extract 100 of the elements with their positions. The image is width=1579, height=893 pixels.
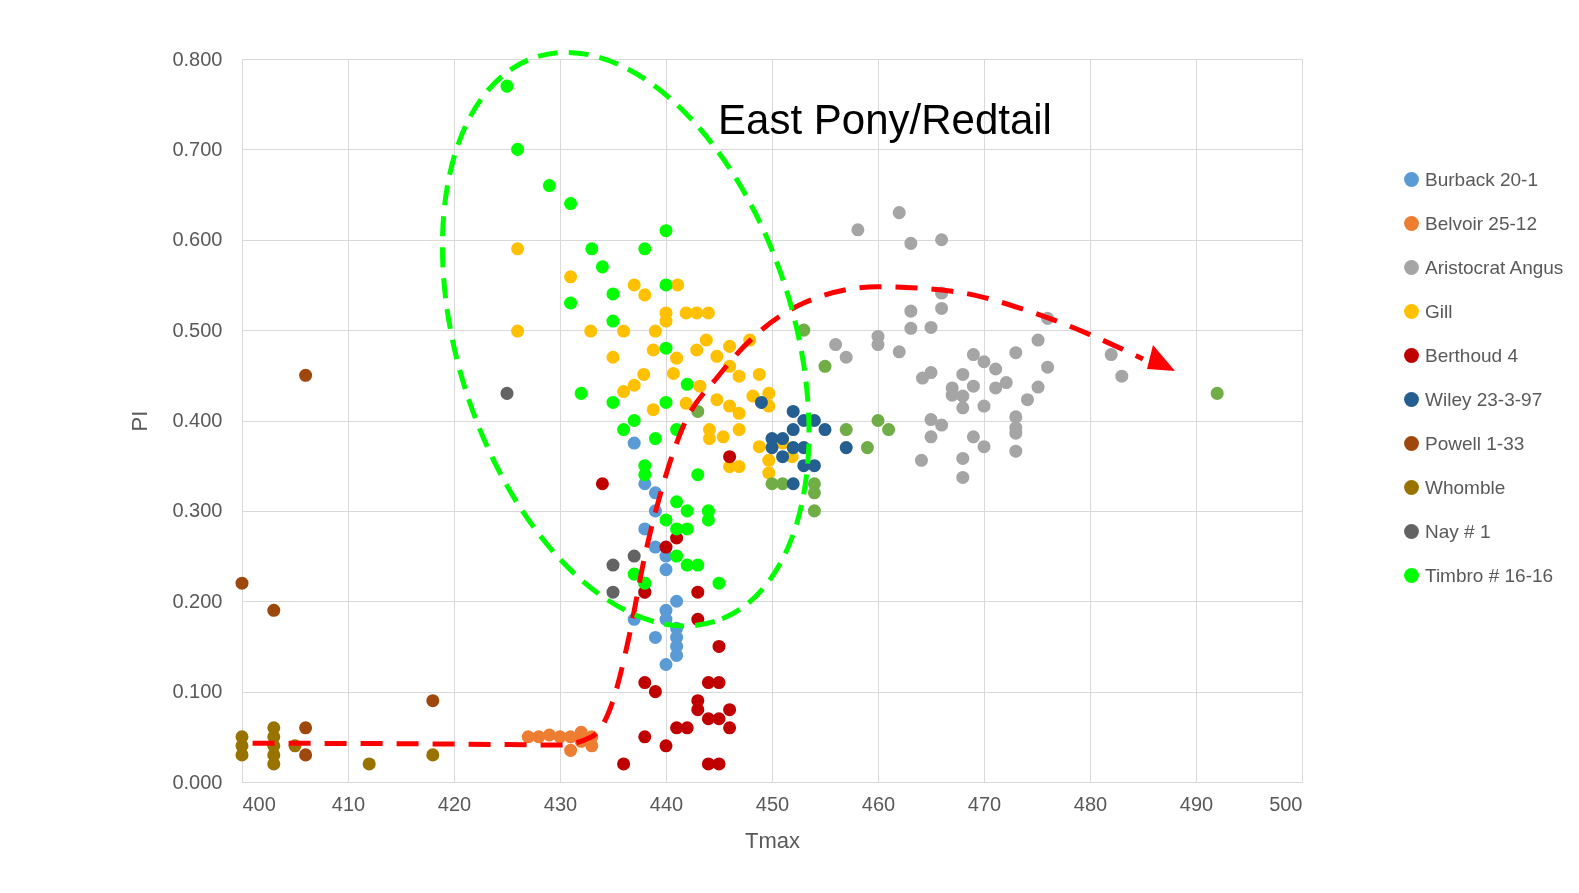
legend-label: Aristocrat Angus [1425, 256, 1564, 278]
point [638, 242, 652, 256]
point [752, 367, 766, 381]
point [839, 350, 853, 364]
point [585, 242, 599, 256]
point [627, 378, 641, 392]
point [659, 513, 673, 527]
y-tick-label: 0.100 [172, 680, 223, 703]
point [638, 676, 652, 690]
point [606, 314, 620, 328]
point [511, 242, 525, 256]
point [977, 399, 991, 413]
point [426, 694, 440, 708]
x-tick-label: 460 [861, 792, 896, 815]
legend-label: Wiley 23-3-97 [1425, 388, 1543, 410]
point [966, 430, 980, 444]
point [617, 757, 631, 771]
point [670, 495, 684, 509]
point [786, 477, 800, 491]
point [904, 304, 918, 318]
point [807, 504, 821, 518]
x-tick-label: 430 [543, 792, 578, 815]
point [362, 757, 376, 771]
point [712, 576, 726, 590]
point [659, 563, 673, 577]
point [966, 379, 980, 393]
point [935, 418, 949, 432]
point [723, 339, 737, 353]
point [762, 453, 776, 467]
legend-label: Nay # 1 [1425, 520, 1491, 542]
point [659, 739, 673, 753]
point [839, 441, 853, 455]
point [585, 739, 599, 753]
point [712, 676, 726, 690]
point [732, 423, 746, 437]
point [935, 233, 949, 247]
point [716, 430, 730, 444]
point [564, 730, 578, 744]
point [511, 142, 525, 156]
point [638, 288, 652, 302]
point [892, 345, 906, 359]
point [701, 676, 715, 690]
point [670, 721, 684, 735]
point [500, 79, 514, 93]
point [564, 270, 578, 284]
point [966, 348, 980, 362]
point [564, 743, 578, 757]
point [732, 406, 746, 420]
legend-label: Gill [1425, 300, 1453, 322]
point [701, 513, 715, 527]
point [1009, 410, 1023, 424]
point [690, 306, 704, 320]
point [671, 278, 685, 292]
point [680, 721, 694, 735]
point [606, 558, 620, 572]
point [267, 748, 281, 762]
point [659, 341, 673, 355]
point [637, 367, 651, 381]
legend-label: Berthoud 4 [1425, 344, 1519, 366]
y-tick-label: 0.300 [172, 499, 223, 522]
point [680, 504, 694, 518]
point [776, 450, 790, 464]
y-tick-label: 0.600 [172, 228, 223, 251]
point [977, 355, 991, 369]
point [702, 432, 716, 446]
point [670, 648, 684, 662]
point [776, 432, 790, 446]
point [1020, 393, 1034, 407]
point [786, 404, 800, 418]
point [617, 385, 631, 399]
annotation: East Pony/Redtail [718, 96, 1052, 143]
point [935, 301, 949, 315]
point [765, 477, 779, 491]
point [723, 450, 737, 464]
point [690, 343, 704, 357]
point [500, 386, 514, 400]
point [956, 451, 970, 465]
point [691, 468, 705, 482]
point [860, 441, 874, 455]
point [1009, 346, 1023, 360]
point [648, 324, 662, 338]
point [914, 453, 928, 467]
point [584, 324, 598, 338]
point [693, 379, 707, 393]
point [1115, 369, 1129, 383]
point [670, 549, 684, 563]
y-tick-label: 0.200 [172, 589, 223, 612]
y-axis-title: PI [127, 410, 153, 432]
point [818, 423, 832, 437]
point [956, 367, 970, 381]
point [235, 576, 249, 590]
point [1210, 386, 1224, 400]
point [542, 728, 556, 742]
point [701, 306, 715, 320]
point [732, 369, 746, 383]
x-tick-label: 440 [649, 792, 684, 815]
point [691, 585, 705, 599]
point [1031, 380, 1045, 394]
point [977, 440, 991, 454]
point [1104, 348, 1118, 362]
